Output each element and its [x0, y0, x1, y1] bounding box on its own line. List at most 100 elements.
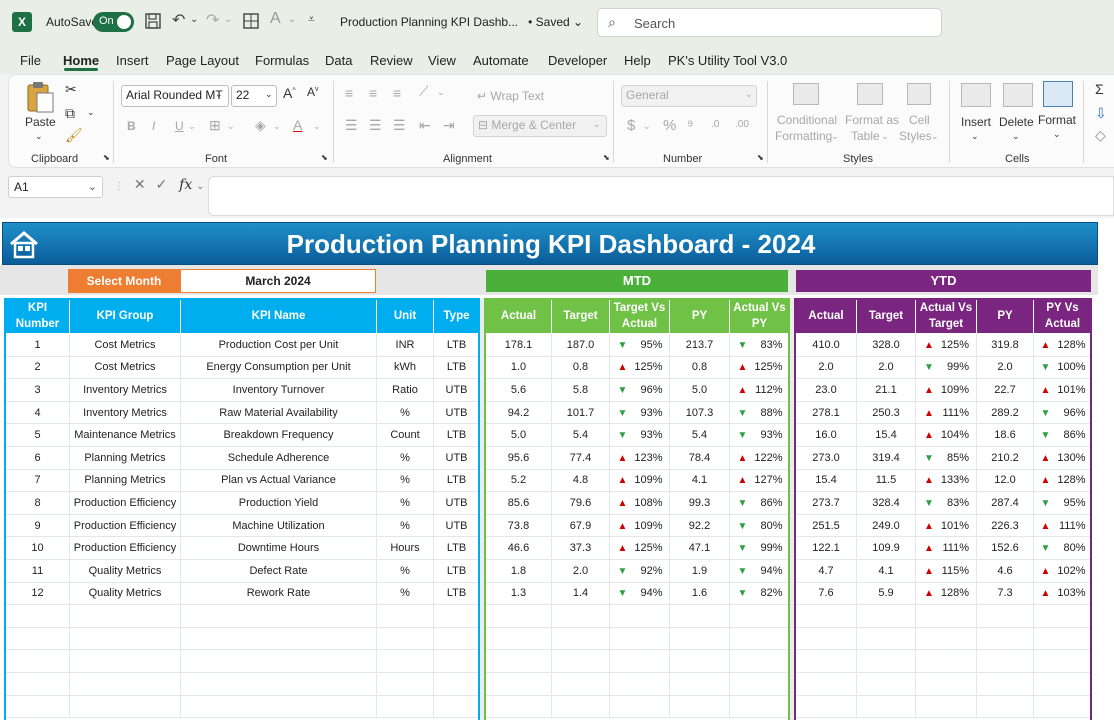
target-cell[interactable]: 67.9: [551, 513, 610, 538]
tab-review[interactable]: Review: [370, 53, 413, 68]
empty-cell[interactable]: [485, 671, 552, 696]
compare-cell[interactable]: ▼ 96%: [609, 378, 670, 402]
tab-data[interactable]: Data: [325, 53, 353, 68]
target-cell[interactable]: 187.0: [551, 333, 610, 357]
currency-dropdown-icon[interactable]: ⌄: [643, 121, 651, 131]
compare-cell[interactable]: ▲ 123%: [609, 445, 670, 470]
wrap-text-button[interactable]: ↵ Wrap Text: [477, 89, 544, 103]
actual-cell[interactable]: 278.1: [795, 400, 857, 425]
empty-cell[interactable]: [485, 626, 552, 651]
empty-cell[interactable]: [795, 694, 857, 719]
unit-cell[interactable]: %: [376, 491, 434, 515]
unit-cell[interactable]: %: [376, 581, 434, 606]
tab-formulas[interactable]: Formulas: [255, 53, 310, 68]
format-cells-icon[interactable]: [1043, 81, 1073, 107]
number-format-select[interactable]: General: [621, 85, 757, 107]
compare-cell[interactable]: ▲ 125%: [609, 536, 670, 560]
py-cell[interactable]: 99.3: [669, 491, 730, 515]
compare-cell[interactable]: ▲ 111%: [1033, 513, 1092, 538]
empty-cell[interactable]: [69, 649, 181, 673]
kpi-number-cell[interactable]: 2: [5, 355, 70, 380]
unit-cell[interactable]: Ratio: [376, 378, 434, 402]
compare-cell[interactable]: ▼ 99%: [729, 536, 790, 560]
compare-cell[interactable]: ▲ 111%: [915, 536, 977, 560]
empty-cell[interactable]: [729, 626, 790, 651]
tab-developer[interactable]: Developer: [548, 53, 608, 68]
compare-cell[interactable]: ▲ 125%: [609, 355, 670, 380]
border-icon[interactable]: ⊞: [209, 117, 221, 133]
autosave-toggle[interactable]: On: [93, 12, 134, 32]
unit-cell[interactable]: Hours: [376, 536, 434, 560]
compare-cell[interactable]: ▲ 128%: [915, 581, 977, 606]
kpi-number-cell[interactable]: 12: [5, 581, 70, 606]
compare-cell[interactable]: ▲ 104%: [915, 423, 977, 447]
empty-cell[interactable]: [551, 671, 610, 696]
py-cell[interactable]: 4.6: [976, 558, 1034, 583]
compare-cell[interactable]: ▲ 125%: [915, 333, 977, 357]
compare-cell[interactable]: ▼ 100%: [1033, 355, 1092, 380]
increase-font-icon[interactable]: A^: [283, 85, 296, 101]
empty-cell[interactable]: [551, 626, 610, 651]
kpi-number-cell[interactable]: 7: [5, 468, 70, 493]
worksheet[interactable]: Production Planning KPI Dashboard - 2024…: [0, 218, 1114, 720]
actual-cell[interactable]: 410.0: [795, 333, 857, 357]
empty-cell[interactable]: [856, 626, 916, 651]
target-cell[interactable]: 5.9: [856, 581, 916, 606]
kpi-group-cell[interactable]: Cost Metrics: [69, 355, 181, 380]
target-cell[interactable]: 11.5: [856, 468, 916, 493]
compare-cell[interactable]: ▲ 109%: [609, 513, 670, 538]
compare-cell[interactable]: ▼ 93%: [609, 423, 670, 447]
py-cell[interactable]: 319.8: [976, 333, 1034, 357]
delete-cells-icon[interactable]: [1003, 83, 1033, 107]
empty-cell[interactable]: [551, 604, 610, 628]
type-cell[interactable]: UTB: [433, 513, 480, 538]
actual-cell[interactable]: 1.0: [485, 355, 552, 380]
empty-cell[interactable]: [729, 649, 790, 673]
orientation-dropdown-icon[interactable]: ⌄: [437, 87, 445, 97]
kpi-number-cell[interactable]: 5: [5, 423, 70, 447]
align-top-icon[interactable]: ≡: [345, 85, 354, 101]
empty-cell[interactable]: [551, 649, 610, 673]
py-cell[interactable]: 2.0: [976, 355, 1034, 380]
target-cell[interactable]: 5.8: [551, 378, 610, 402]
clipboard-launcher-icon[interactable]: ⬊: [103, 153, 110, 162]
kpi-name-cell[interactable]: Downtime Hours: [180, 536, 377, 560]
empty-cell[interactable]: [609, 649, 670, 673]
kpi-name-cell[interactable]: Production Cost per Unit: [180, 333, 377, 357]
bold-icon[interactable]: B: [127, 119, 136, 133]
type-cell[interactable]: UTB: [433, 378, 480, 402]
conditional-formatting-label-1[interactable]: Conditional: [777, 113, 838, 127]
empty-cell[interactable]: [69, 604, 181, 628]
empty-cell[interactable]: [180, 694, 377, 719]
empty-cell[interactable]: [180, 604, 377, 628]
type-cell[interactable]: LTB: [433, 355, 480, 380]
text-color-dropdown-icon[interactable]: ⌄: [313, 121, 321, 131]
kpi-number-cell[interactable]: 11: [5, 558, 70, 583]
unit-cell[interactable]: %: [376, 445, 434, 470]
empty-cell[interactable]: [5, 671, 70, 696]
compare-cell[interactable]: ▲ 127%: [729, 468, 790, 493]
compare-cell[interactable]: ▼ 99%: [915, 355, 977, 380]
py-cell[interactable]: 152.6: [976, 536, 1034, 560]
actual-cell[interactable]: 94.2: [485, 400, 552, 425]
kpi-number-cell[interactable]: 10: [5, 536, 70, 560]
empty-cell[interactable]: [180, 649, 377, 673]
delete-cells-button[interactable]: Delete: [999, 115, 1034, 129]
kpi-group-cell[interactable]: Maintenance Metrics: [69, 423, 181, 447]
align-center-icon[interactable]: ☰: [369, 117, 382, 133]
empty-cell[interactable]: [729, 694, 790, 719]
compare-cell[interactable]: ▲ 111%: [915, 400, 977, 425]
target-cell[interactable]: 15.4: [856, 423, 916, 447]
kpi-number-cell[interactable]: 8: [5, 491, 70, 515]
compare-cell[interactable]: ▼ 88%: [729, 400, 790, 425]
font-color-dropdown-icon[interactable]: ⌄: [288, 14, 297, 25]
merge-dropdown-icon[interactable]: ⌄: [593, 119, 601, 129]
actual-cell[interactable]: 46.6: [485, 536, 552, 560]
kpi-group-cell[interactable]: Planning Metrics: [69, 468, 181, 493]
empty-cell[interactable]: [485, 694, 552, 719]
kpi-name-cell[interactable]: Plan vs Actual Variance: [180, 468, 377, 493]
actual-cell[interactable]: 15.4: [795, 468, 857, 493]
py-cell[interactable]: 287.4: [976, 491, 1034, 515]
customize-toolbar-icon[interactable]: ⩡: [308, 12, 315, 26]
actual-cell[interactable]: 95.6: [485, 445, 552, 470]
